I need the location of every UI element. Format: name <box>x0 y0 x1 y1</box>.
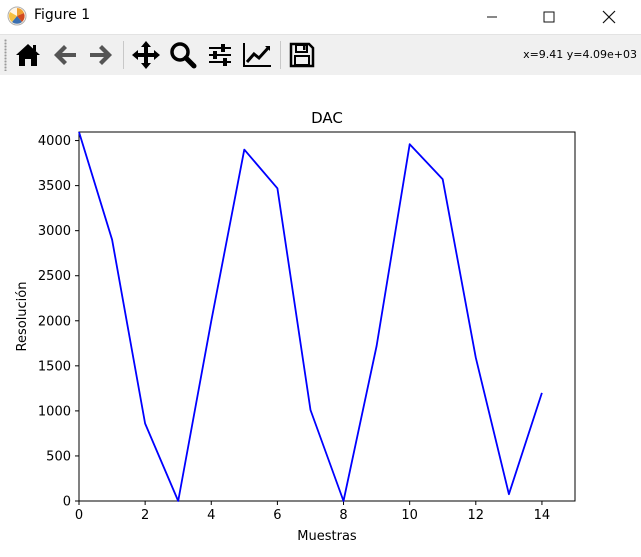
pan-icon <box>132 41 160 69</box>
forward-button[interactable] <box>84 38 118 72</box>
y-tick-label: 2500 <box>38 269 71 284</box>
x-tick-label: 0 <box>75 508 83 523</box>
y-tick-label: 4000 <box>38 134 71 149</box>
toolbar-grip[interactable] <box>4 39 7 71</box>
plot-area[interactable] <box>78 131 576 502</box>
x-tick-label: 6 <box>273 508 281 523</box>
x-tick-label: 12 <box>468 508 485 523</box>
y-tick-label: 0 <box>63 495 71 510</box>
title-bar: Figure 1 <box>0 0 641 33</box>
y-tick-label: 2000 <box>38 314 71 329</box>
minimize-icon <box>487 16 497 17</box>
y-tick-label: 3500 <box>38 179 71 194</box>
back-button[interactable] <box>48 38 82 72</box>
back-arrow-icon <box>54 45 76 65</box>
x-tick-label: 14 <box>534 508 551 523</box>
x-tick-label: 10 <box>401 508 418 523</box>
pan-button[interactable] <box>129 38 163 72</box>
x-axis-label: Muestras <box>297 529 357 544</box>
x-tick-label: 4 <box>207 508 215 523</box>
series-line <box>78 131 543 502</box>
maximize-icon <box>543 11 555 22</box>
y-tick-label: 1000 <box>38 404 71 419</box>
y-tick-label: 500 <box>46 449 71 464</box>
zoom-button[interactable] <box>166 38 200 72</box>
x-tick-label: 8 <box>339 508 347 523</box>
y-axis-label: Resolución <box>15 282 30 352</box>
home-icon <box>16 44 40 66</box>
toolbar-separator <box>123 41 124 69</box>
chart-title: DAC <box>311 109 343 127</box>
forward-arrow-icon <box>90 45 112 65</box>
minimize-button[interactable] <box>469 0 515 33</box>
close-button[interactable] <box>586 0 632 33</box>
zoom-icon <box>170 42 197 69</box>
window-title: Figure 1 <box>34 7 91 23</box>
figure-canvas[interactable]: DAC 0 2 4 6 8 10 12 14 0 500 1000 1500 2000 2500 3000 3… <box>0 75 641 553</box>
close-icon <box>602 10 616 23</box>
y-tick-label: 3000 <box>38 224 71 239</box>
edit-axis-icon <box>243 43 271 67</box>
matplotlib-icon <box>7 6 27 26</box>
configure-subplots-icon <box>209 44 231 66</box>
y-tick-label: 1500 <box>38 359 71 374</box>
save-button[interactable] <box>285 38 319 72</box>
home-button[interactable] <box>11 38 45 72</box>
coordinates-readout: x=9.41 y=4.09e+03 <box>523 48 637 61</box>
toolbar-separator <box>280 41 281 69</box>
edit-axis-button[interactable] <box>240 38 274 72</box>
save-icon <box>289 42 315 68</box>
configure-subplots-button[interactable] <box>203 38 237 72</box>
x-tick-label: 2 <box>141 508 149 523</box>
navigation-toolbar: x=9.41 y=4.09e+03 <box>0 34 641 76</box>
line-chart[interactable]: DAC 0 2 4 6 8 10 12 14 0 500 1000 1500 2000 2500 3000 3… <box>0 75 641 553</box>
maximize-button[interactable] <box>526 0 572 33</box>
